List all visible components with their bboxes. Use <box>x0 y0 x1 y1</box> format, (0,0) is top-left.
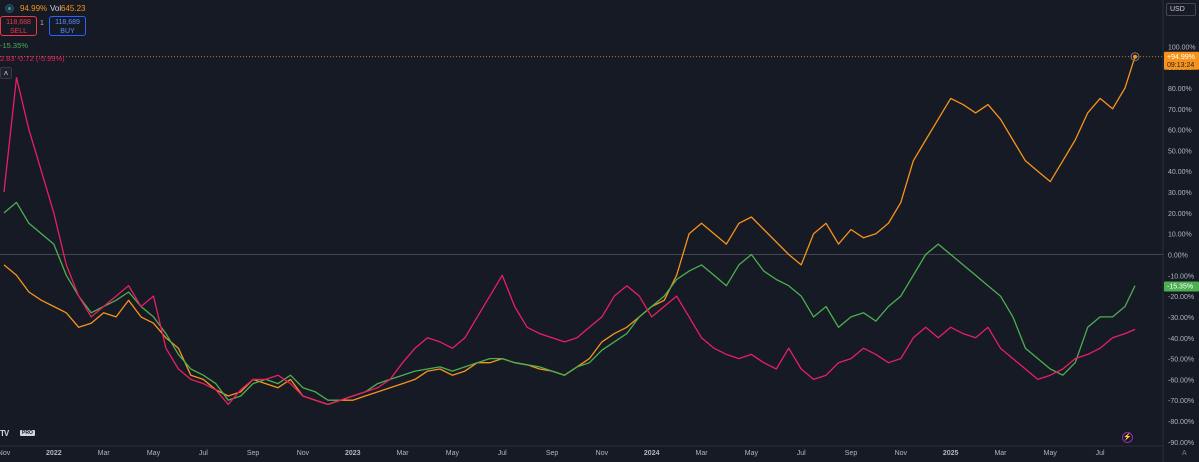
series-line-2 <box>3 76 1136 406</box>
y-tick-label: 80.00% <box>1168 86 1192 93</box>
y-tick-label: -10.00% <box>1168 273 1194 280</box>
y-tick-label: 100.00% <box>1168 44 1196 51</box>
price-label-time: 09:13:24 <box>1167 62 1194 69</box>
x-tick-label: 2025 <box>943 450 959 457</box>
x-tick-label: Jul <box>199 450 208 457</box>
y-tick-label: -80.00% <box>1168 419 1194 426</box>
buy-button[interactable]: 118,689 BUY <box>49 16 86 36</box>
y-tick-label: 30.00% <box>1168 190 1192 197</box>
x-tick-label: Mar <box>98 450 111 457</box>
y-tick-label: -60.00% <box>1168 377 1194 384</box>
x-tick-label: Mar <box>397 450 410 457</box>
x-tick-label: May <box>147 450 161 457</box>
price-label-text: -15.35% <box>1167 283 1193 290</box>
x-tick-label: Nov <box>297 450 310 457</box>
tradingview-logo[interactable]: TV <box>0 429 9 438</box>
buy-label: BUY <box>60 28 75 35</box>
y-tick-label: 40.00% <box>1168 169 1192 176</box>
x-tick-label: Jul <box>797 450 806 457</box>
last-point-ring <box>1130 52 1140 62</box>
x-tick-label: May <box>446 450 460 457</box>
currency-selector[interactable]: USD <box>1166 3 1196 16</box>
x-tick-label: Nov <box>0 450 11 457</box>
y-tick-label: -50.00% <box>1168 357 1194 364</box>
x-tick-label: Jul <box>498 450 507 457</box>
x-tick-label: Sep <box>546 450 559 457</box>
price-label-text: +94.99% <box>1167 54 1195 61</box>
x-tick-label: Nov <box>895 450 908 457</box>
y-tick-label: 70.00% <box>1168 107 1192 114</box>
buy-price: 118,689 <box>55 19 80 26</box>
status-dot-icon <box>5 4 14 13</box>
legend-red-value: 2.83 -0.72 (-5.99%) <box>0 54 65 63</box>
y-tick-label: -40.00% <box>1168 336 1194 343</box>
spread-value: 1 <box>40 20 44 27</box>
x-tick-label: 2023 <box>345 450 361 457</box>
x-tick-label: Mar <box>994 450 1007 457</box>
y-tick-label: -70.00% <box>1168 398 1194 405</box>
header-change: 94.99% <box>20 4 48 13</box>
y-tick-label: 10.00% <box>1168 232 1192 239</box>
x-tick-label: Nov <box>596 450 609 457</box>
series-line-0 <box>3 56 1136 406</box>
x-tick-label: Jul <box>1096 450 1105 457</box>
collapse-legend-button[interactable]: ˄ <box>0 67 12 79</box>
price-label-box <box>1164 51 1199 70</box>
chevron-up-icon: ˄ <box>3 69 9 78</box>
x-tick-label: Mar <box>696 450 709 457</box>
y-tick-label: 50.00% <box>1168 148 1192 155</box>
sell-button[interactable]: 118,688 SELL <box>0 16 37 36</box>
last-point-dot <box>1133 54 1137 59</box>
y-tick-label: 20.00% <box>1168 211 1192 218</box>
y-tick-label: -30.00% <box>1168 315 1194 322</box>
lightning-icon[interactable]: ⚡ <box>1122 432 1133 443</box>
y-tick-label: -90.00% <box>1168 440 1194 447</box>
x-tick-label: 2024 <box>644 450 660 457</box>
x-tick-label: Sep <box>247 450 260 457</box>
x-tick-label: Sep <box>845 450 858 457</box>
y-tick-label: -20.00% <box>1168 294 1194 301</box>
sell-label: SELL <box>9 28 28 35</box>
volume-value: 645.23 <box>61 4 86 13</box>
series-line-1 <box>3 201 1136 401</box>
legend-green-value: -15.35% <box>0 41 28 50</box>
y-tick-label: 60.00% <box>1168 128 1192 135</box>
x-tick-label: May <box>1044 450 1058 457</box>
auto-scale-icon[interactable]: A <box>1182 450 1187 457</box>
sell-price: 118,688 <box>6 19 31 26</box>
price-label-box <box>1164 281 1199 292</box>
pro-badge: PRO <box>20 430 35 436</box>
volume-label: Vol <box>50 4 62 13</box>
y-tick-label: 0.00% <box>1168 252 1188 259</box>
x-tick-label: May <box>745 450 759 457</box>
x-tick-label: 2022 <box>46 450 62 457</box>
